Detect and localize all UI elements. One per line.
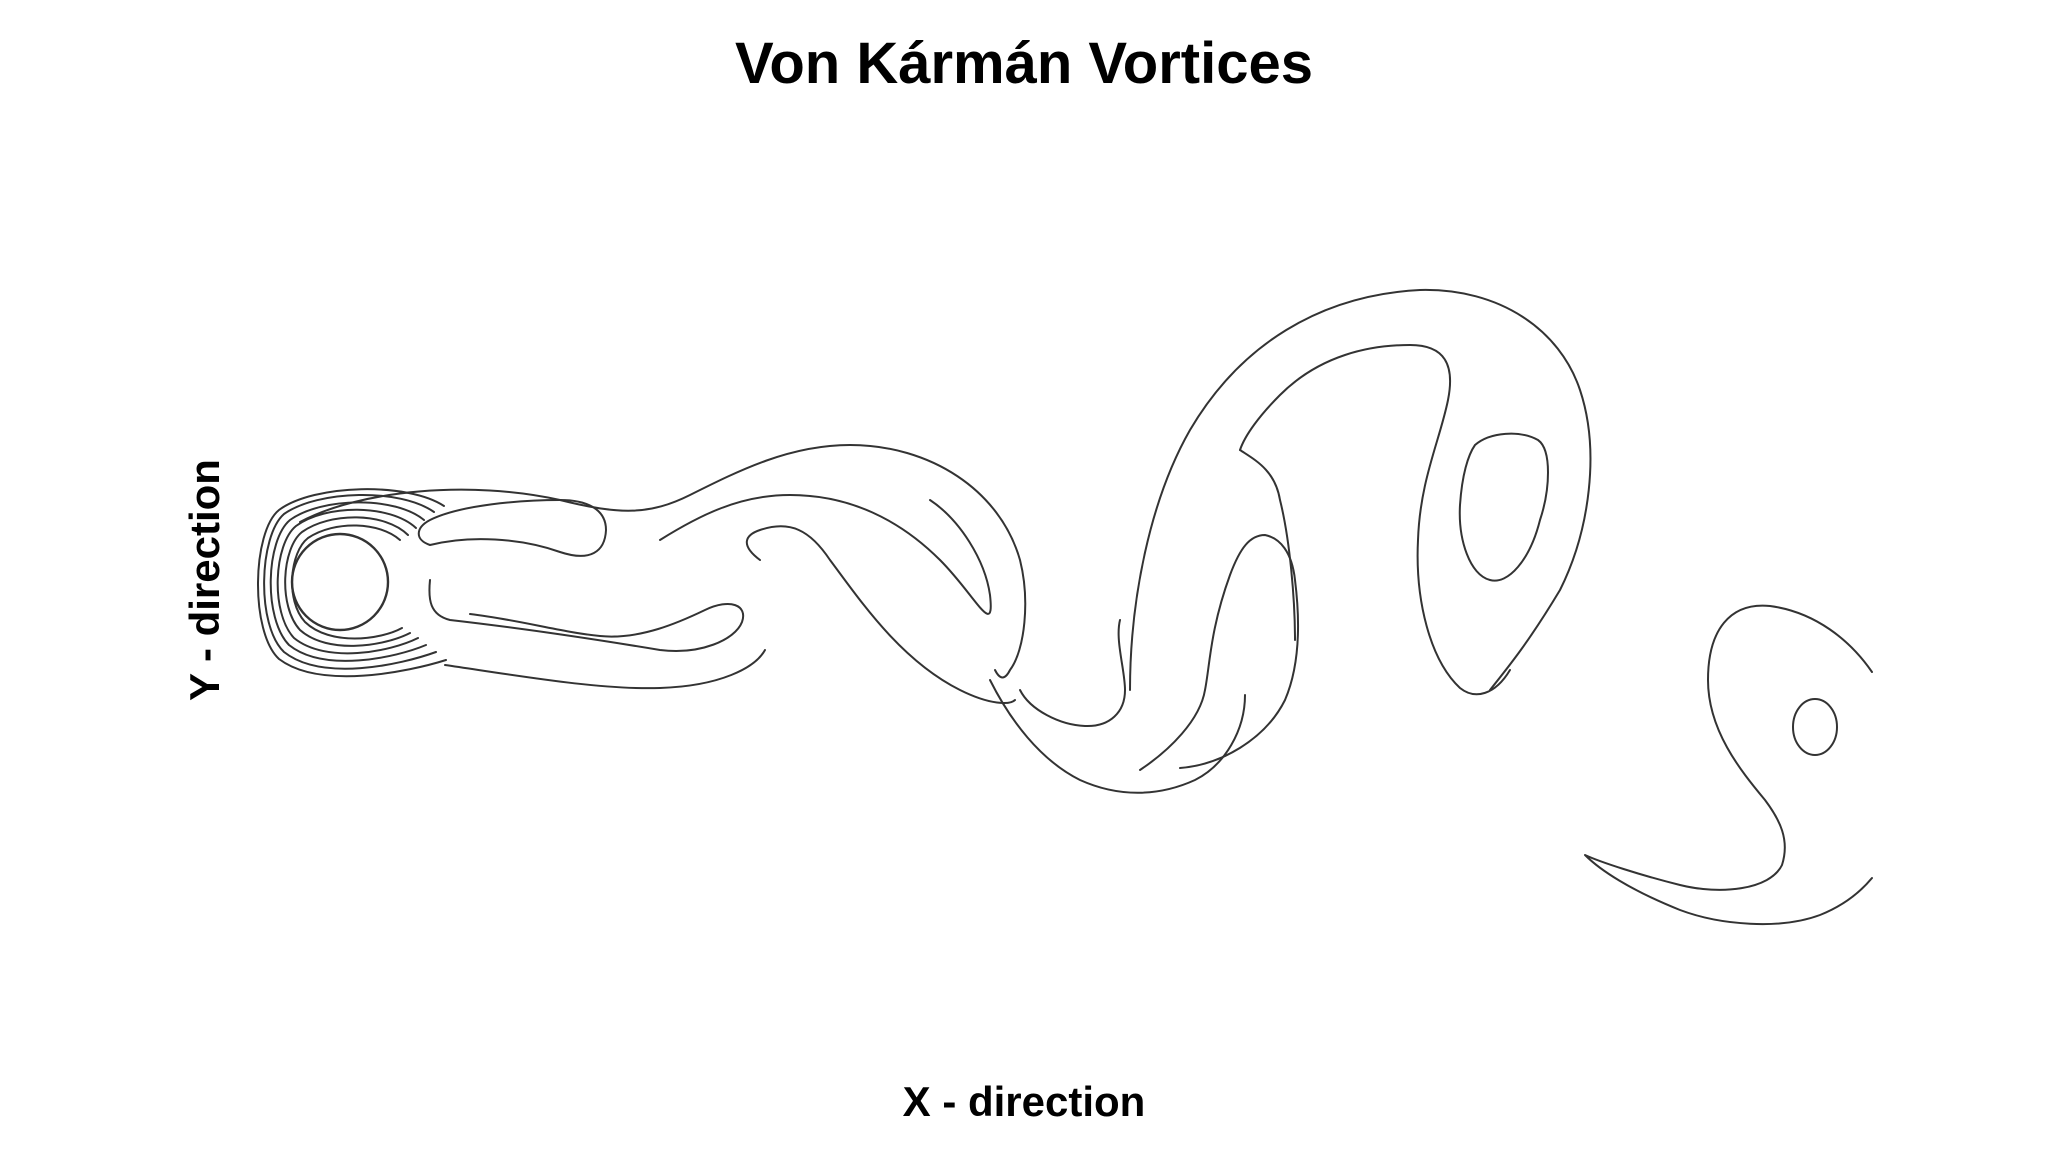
boundary-contour (276, 508, 419, 655)
boundary-contour (291, 524, 403, 640)
wake-vortex-1-outer (299, 444, 1027, 679)
vortex-3-connector (1239, 449, 1296, 641)
upper-shear-lobe (417, 499, 607, 557)
boundary-contour (257, 488, 447, 678)
boundary-contour (269, 501, 427, 662)
boundary-contour (284, 516, 411, 647)
vortex-core-upper-right (1458, 432, 1549, 582)
vortex-3-upper-inner (1239, 344, 1511, 696)
lower-shear-lobe (428, 579, 745, 652)
boundary-contour (263, 493, 437, 670)
boundary-layer-contours (257, 488, 447, 678)
wake-lower-trough (989, 679, 1246, 794)
vortex-3-upper-outer (1129, 288, 1592, 691)
lower-shear-lobe-outer (444, 649, 766, 690)
vortex-4-hook-outer (1584, 604, 1873, 926)
cylinder-obstacle (290, 532, 390, 632)
vortex-core-far-right (1792, 698, 1838, 756)
wake-trough-inner (1019, 619, 1126, 728)
wake-vortex-1-inner (659, 494, 992, 615)
vortex-2-loop (1139, 534, 1299, 771)
diagram-title: Von Kármán Vortices (734, 31, 1314, 96)
x-axis-label: X - direction (902, 1078, 1146, 1125)
y-axis-label: Y - direction (181, 459, 228, 701)
wake-s-streamline (745, 525, 1016, 704)
